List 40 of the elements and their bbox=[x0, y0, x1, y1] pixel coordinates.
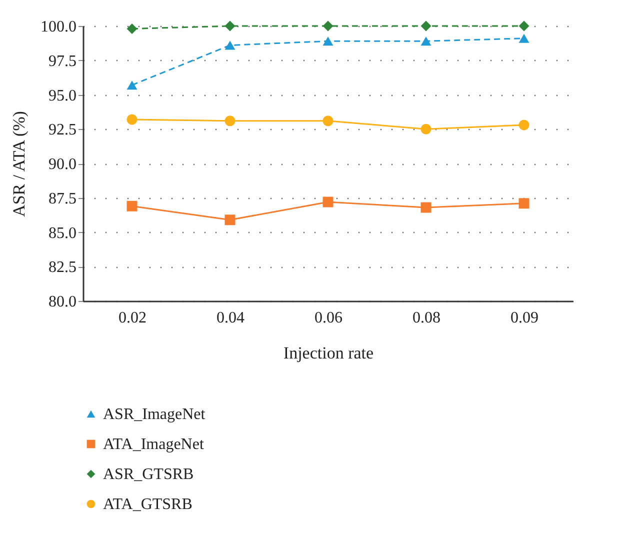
point bbox=[322, 20, 334, 32]
y-tick-label: 92.5 bbox=[48, 122, 76, 139]
y-axis-title: ASR / ATA (%) bbox=[10, 111, 28, 217]
y-tick-label: 97.5 bbox=[48, 52, 76, 70]
x-tick-label: 0.06 bbox=[314, 310, 342, 326]
legend-label: ASR_GTSRB bbox=[103, 466, 194, 483]
point bbox=[224, 116, 236, 126]
y-tick-label: 80.0 bbox=[48, 294, 76, 310]
point bbox=[518, 120, 530, 130]
point bbox=[518, 198, 530, 209]
point bbox=[126, 24, 138, 34]
point bbox=[518, 34, 530, 43]
x-tick-label: 0.02 bbox=[118, 310, 146, 326]
y-tick-label: 90.0 bbox=[48, 156, 76, 173]
legend-label: ATA_GTSRB bbox=[103, 496, 192, 513]
point bbox=[224, 40, 236, 50]
y-tick-label: 95.0 bbox=[48, 87, 76, 104]
point bbox=[420, 124, 432, 134]
point bbox=[322, 36, 334, 46]
point bbox=[420, 20, 432, 32]
point bbox=[224, 214, 236, 226]
point bbox=[126, 200, 138, 212]
y-tick-label: 82.5 bbox=[48, 259, 76, 276]
point bbox=[126, 114, 138, 125]
point bbox=[322, 116, 334, 126]
y-tick-label: 100.0 bbox=[40, 18, 76, 36]
point bbox=[322, 196, 334, 208]
y-tick-label: 85.0 bbox=[48, 224, 76, 242]
point bbox=[518, 20, 530, 32]
x-tick-label: 0.04 bbox=[216, 310, 244, 326]
y-tick-label: 87.5 bbox=[48, 190, 76, 208]
point bbox=[420, 36, 432, 46]
point bbox=[224, 20, 236, 32]
point bbox=[126, 80, 138, 90]
x-axis-title: Injection rate bbox=[283, 344, 374, 362]
point bbox=[420, 202, 432, 213]
legend-label: ASR_ImageNet bbox=[103, 406, 206, 423]
legend-label: ATA_ImageNet bbox=[103, 436, 204, 453]
x-tick-label: 0.08 bbox=[412, 310, 440, 326]
x-tick-label: 0.09 bbox=[510, 310, 538, 326]
